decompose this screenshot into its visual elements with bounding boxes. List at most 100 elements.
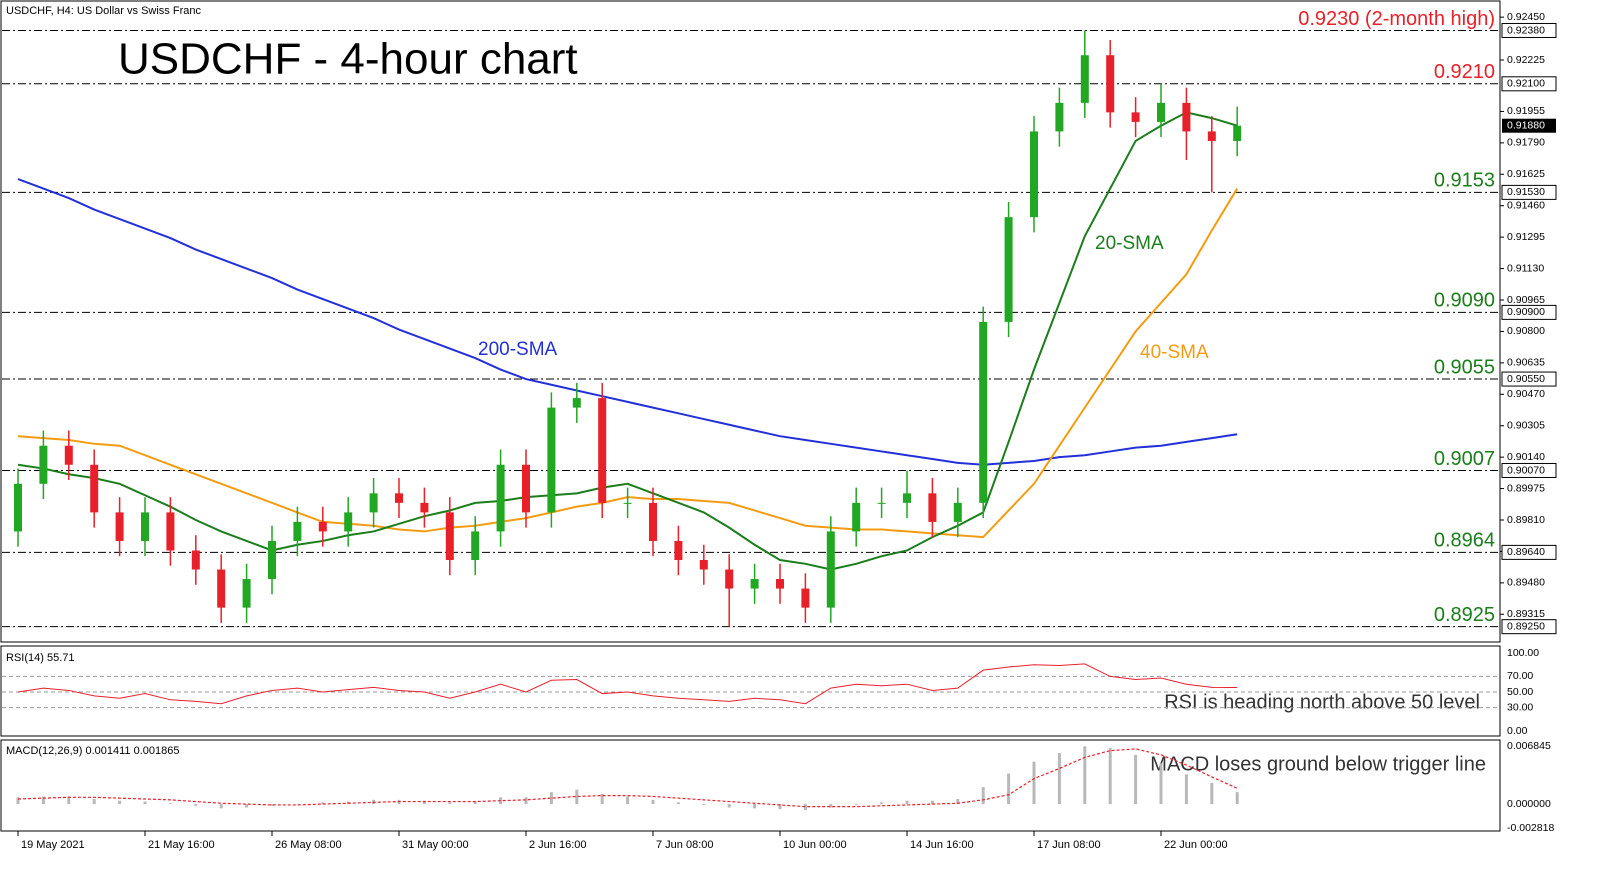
candle-body xyxy=(268,540,276,580)
level-note: 0.8964 xyxy=(1434,530,1495,552)
candle-body xyxy=(1004,217,1013,322)
candle-body xyxy=(242,579,251,608)
x-tick-label: 19 May 2021 xyxy=(21,839,85,851)
level-note: 0.9090 xyxy=(1434,290,1495,312)
candle-body xyxy=(1207,131,1216,141)
rsi-tick-label: 30.00 xyxy=(1507,701,1533,713)
level-label: 0.92380 xyxy=(1507,24,1545,36)
macd-bar xyxy=(651,799,655,805)
candle-body xyxy=(572,398,581,408)
candle-body xyxy=(344,512,353,532)
candle-body xyxy=(674,540,683,560)
candle-body xyxy=(318,521,327,532)
x-tick-label: 17 Jun 08:00 xyxy=(1037,839,1101,851)
candle-body xyxy=(649,502,657,541)
y-tick-label: 0.91790 xyxy=(1507,137,1545,149)
x-tick-label: 31 May 00:00 xyxy=(402,839,469,851)
level-box xyxy=(1501,304,1557,320)
y-tick-label: 0.90305 xyxy=(1507,419,1545,431)
macd-bar xyxy=(854,804,858,805)
y-tick-label: 0.90965 xyxy=(1507,294,1545,306)
candle-body xyxy=(1080,55,1089,103)
macd-bar xyxy=(219,804,223,809)
macd-bar xyxy=(753,804,757,809)
level-label: 0.90070 xyxy=(1507,464,1545,476)
y-tick-label: 0.91625 xyxy=(1507,168,1545,180)
candle-body xyxy=(141,512,149,541)
macd-bar xyxy=(41,796,45,805)
x-tick-label: 14 Jun 16:00 xyxy=(910,839,974,851)
y-tick-label: 0.90635 xyxy=(1507,357,1545,369)
rsi-panel xyxy=(0,645,1501,737)
rsi-tick-label: 100.00 xyxy=(1507,647,1539,659)
candle-body xyxy=(217,569,226,608)
level-note: 0.9210 xyxy=(1434,61,1495,83)
macd-bar xyxy=(1032,761,1036,805)
macd-tick-label: 0.000000 xyxy=(1507,798,1551,810)
sma-line xyxy=(17,111,1238,571)
chart-title: USDCHF - 4-hour chart xyxy=(118,35,578,84)
macd-bar xyxy=(270,804,274,806)
macd-bar xyxy=(1007,773,1011,805)
sma-label: 20-SMA xyxy=(1095,233,1164,254)
level-box xyxy=(1501,184,1557,200)
y-tick-label: 0.90140 xyxy=(1507,451,1545,463)
candle-body xyxy=(852,502,861,532)
macd-note: MACD loses ground below trigger line xyxy=(1150,753,1486,775)
x-tick-label: 26 May 08:00 xyxy=(275,839,342,851)
chart-header: USDCHF, H4: US Dollar vs Swiss Franc xyxy=(6,5,201,17)
level-label: 0.89640 xyxy=(1507,546,1545,558)
candle-body xyxy=(979,321,988,503)
macd-bar xyxy=(1159,763,1163,805)
macd-bar xyxy=(930,800,934,805)
candle-body xyxy=(903,493,911,503)
macd-panel xyxy=(0,739,1501,832)
x-tick-label: 21 May 16:00 xyxy=(148,839,215,851)
macd-signal-line xyxy=(17,748,1238,808)
price-box xyxy=(1502,118,1556,133)
candle-body xyxy=(1106,55,1115,113)
candle-body xyxy=(725,569,734,589)
macd-bar xyxy=(727,804,731,808)
macd-bar xyxy=(118,800,122,805)
x-tick-label: 22 Jun 00:00 xyxy=(1164,839,1228,851)
sma-label: 40-SMA xyxy=(1140,342,1209,363)
macd-bar xyxy=(1184,774,1188,805)
macd-bar xyxy=(549,792,553,805)
macd-bar xyxy=(1108,748,1112,805)
candle-body xyxy=(1233,125,1242,141)
macd-bar xyxy=(16,797,20,805)
macd-bar xyxy=(702,804,706,805)
level-label: 0.90900 xyxy=(1507,306,1545,318)
macd-bar xyxy=(67,796,71,805)
level-note: 0.8925 xyxy=(1434,604,1495,626)
candle-body xyxy=(1157,102,1165,122)
rsi-tick-label: 50.00 xyxy=(1507,686,1533,698)
candle-body xyxy=(1030,131,1038,218)
macd-bar xyxy=(1134,754,1138,805)
macd-bar xyxy=(295,804,299,805)
macd-bar xyxy=(575,789,579,805)
x-tick-label: 7 Jun 08:00 xyxy=(656,839,714,851)
macd-bar xyxy=(143,801,147,805)
rsi-note: RSI is heading north above 50 level xyxy=(1164,691,1480,713)
macd-tick-label: -0.002818 xyxy=(1507,822,1554,834)
x-tick-label: 2 Jun 16:00 xyxy=(529,839,587,851)
macd-bar xyxy=(92,798,96,805)
candle-body xyxy=(445,512,454,560)
candle-body xyxy=(801,588,810,608)
macd-bar xyxy=(956,798,960,805)
candle-body xyxy=(598,398,607,503)
y-tick-label: 0.91460 xyxy=(1507,199,1545,211)
candle-body xyxy=(64,445,73,465)
macd-bar xyxy=(245,804,249,808)
candle-body xyxy=(471,531,480,560)
price-label: 0.91880 xyxy=(1507,119,1545,131)
candle-body xyxy=(826,531,835,608)
macd-bar xyxy=(626,796,630,805)
level-box xyxy=(1501,544,1557,560)
y-tick-label: 0.89810 xyxy=(1507,514,1545,526)
macd-bar xyxy=(778,804,782,810)
level-box xyxy=(1501,371,1557,387)
